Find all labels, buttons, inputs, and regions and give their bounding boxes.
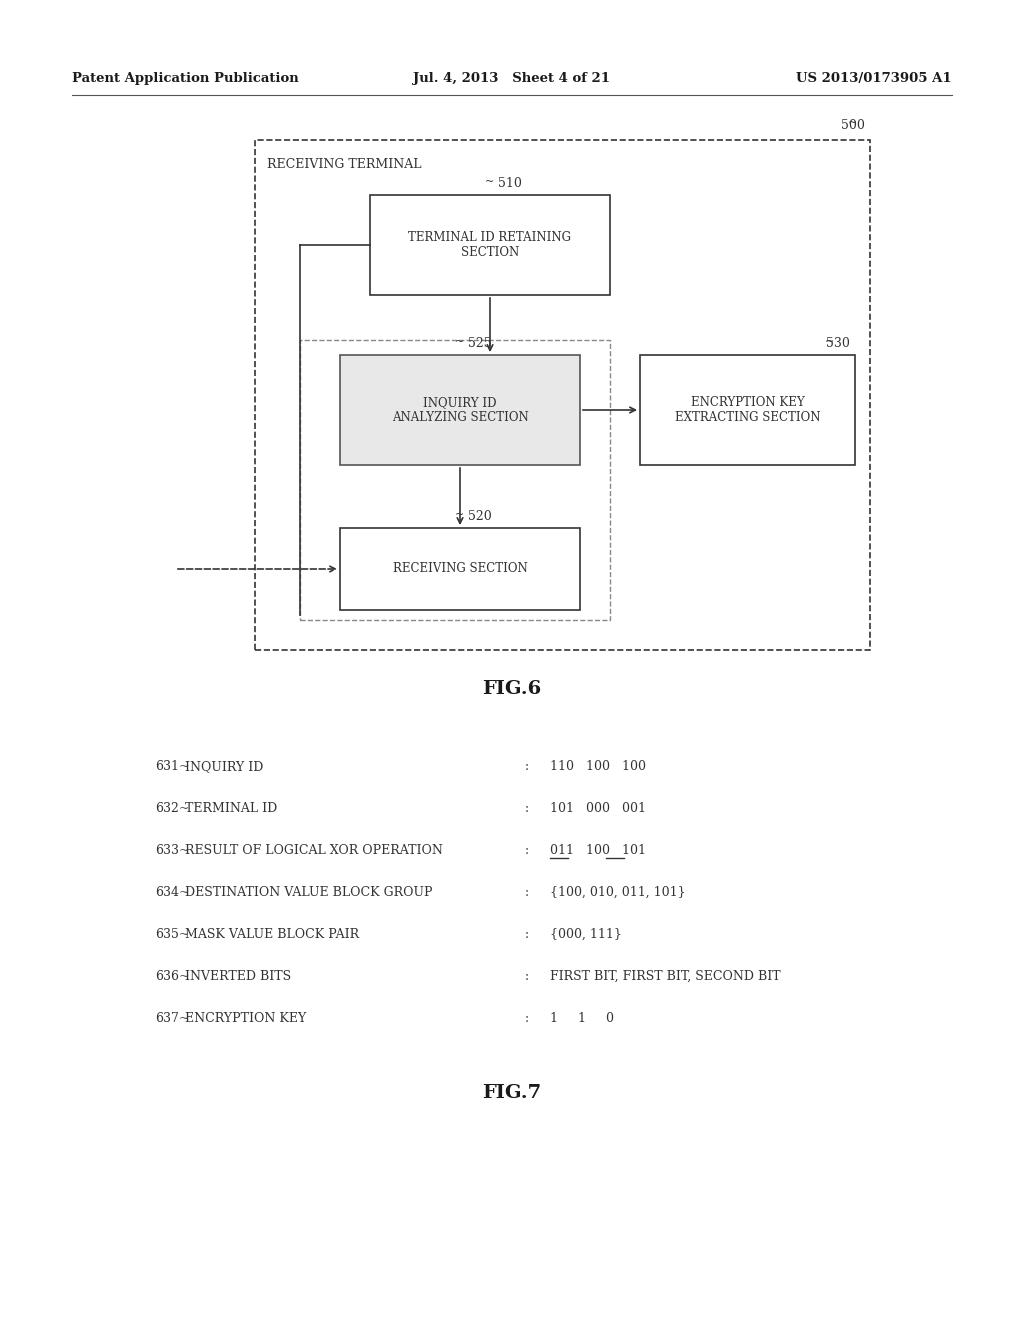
Text: 530: 530 <box>826 337 850 350</box>
Bar <box>640 355 855 465</box>
Text: 637~: 637~ <box>155 1012 189 1026</box>
Text: 520: 520 <box>468 510 492 523</box>
Text: :: : <box>525 1012 529 1026</box>
Text: RECEIVING TERMINAL: RECEIVING TERMINAL <box>267 158 422 172</box>
Text: 011   100   101: 011 100 101 <box>550 843 646 857</box>
Text: ~: ~ <box>455 337 464 347</box>
Text: Jul. 4, 2013   Sheet 4 of 21: Jul. 4, 2013 Sheet 4 of 21 <box>414 73 610 84</box>
Text: 631~: 631~ <box>155 760 189 774</box>
Text: {100, 010, 011, 101}: {100, 010, 011, 101} <box>550 886 686 899</box>
Text: FIG.7: FIG.7 <box>482 1084 542 1102</box>
Text: 1     1     0: 1 1 0 <box>550 1012 614 1026</box>
Text: US 2013/0173905 A1: US 2013/0173905 A1 <box>797 73 952 84</box>
Text: ENCRYPTION KEY: ENCRYPTION KEY <box>185 1012 306 1026</box>
Text: 101   000   001: 101 000 001 <box>550 803 646 814</box>
Text: :: : <box>525 843 529 857</box>
Text: INVERTED BITS: INVERTED BITS <box>185 970 291 983</box>
Text: :: : <box>525 886 529 899</box>
Bar <box>340 355 580 465</box>
Text: 500: 500 <box>841 119 865 132</box>
Text: DESTINATION VALUE BLOCK GROUP: DESTINATION VALUE BLOCK GROUP <box>185 886 432 899</box>
Text: :: : <box>525 760 529 774</box>
Text: 636~: 636~ <box>155 970 189 983</box>
Text: :: : <box>525 803 529 814</box>
Text: RECEIVING SECTION: RECEIVING SECTION <box>392 562 527 576</box>
Text: 525: 525 <box>468 337 492 350</box>
Text: INQUIRY ID: INQUIRY ID <box>185 760 263 774</box>
Text: :: : <box>525 970 529 983</box>
Bar <box>255 140 870 649</box>
Text: ~: ~ <box>848 117 857 128</box>
Text: {000, 111}: {000, 111} <box>550 928 622 941</box>
Text: :: : <box>525 928 529 941</box>
Text: 510: 510 <box>498 177 522 190</box>
Text: TERMINAL ID: TERMINAL ID <box>185 803 278 814</box>
Text: ~: ~ <box>825 337 835 347</box>
Text: TERMINAL ID RETAINING
SECTION: TERMINAL ID RETAINING SECTION <box>409 231 571 259</box>
Bar <box>370 195 610 294</box>
Text: ENCRYPTION KEY
EXTRACTING SECTION: ENCRYPTION KEY EXTRACTING SECTION <box>675 396 820 424</box>
Text: 632~: 632~ <box>155 803 189 814</box>
Text: 633~: 633~ <box>155 843 189 857</box>
Text: 110   100   100: 110 100 100 <box>550 760 646 774</box>
Bar <box>300 341 610 620</box>
Text: 634~: 634~ <box>155 886 189 899</box>
Text: Patent Application Publication: Patent Application Publication <box>72 73 299 84</box>
Text: FIRST BIT, FIRST BIT, SECOND BIT: FIRST BIT, FIRST BIT, SECOND BIT <box>550 970 780 983</box>
Text: INQUIRY ID
ANALYZING SECTION: INQUIRY ID ANALYZING SECTION <box>391 396 528 424</box>
Text: ~: ~ <box>485 177 495 187</box>
Bar <box>340 528 580 610</box>
Text: RESULT OF LOGICAL XOR OPERATION: RESULT OF LOGICAL XOR OPERATION <box>185 843 442 857</box>
Text: FIG.6: FIG.6 <box>482 680 542 698</box>
Text: ~: ~ <box>455 510 464 520</box>
Text: 635~: 635~ <box>155 928 189 941</box>
Text: MASK VALUE BLOCK PAIR: MASK VALUE BLOCK PAIR <box>185 928 359 941</box>
